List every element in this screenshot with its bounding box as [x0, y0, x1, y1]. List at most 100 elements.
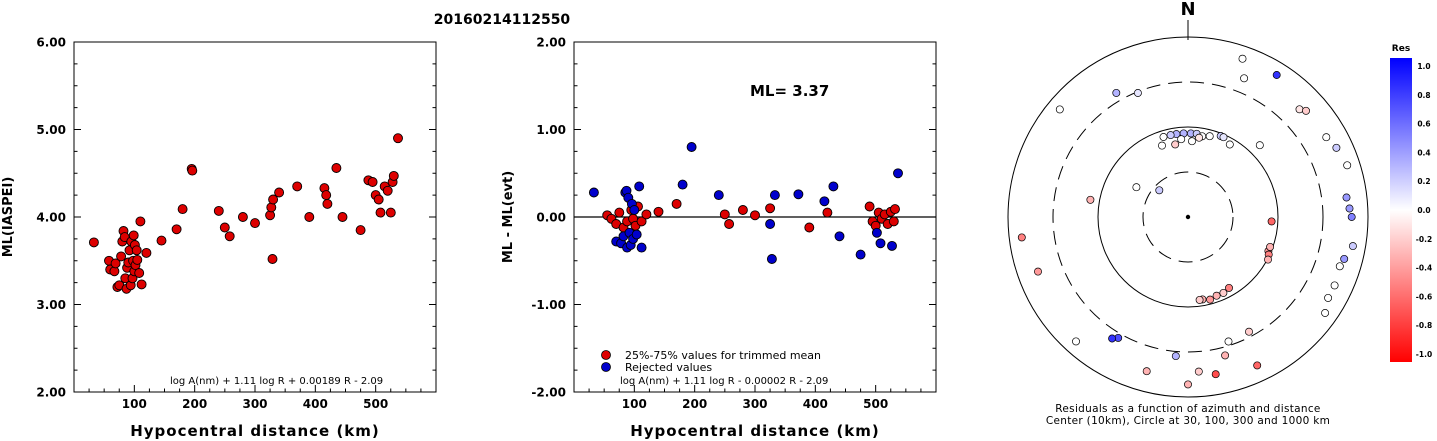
chart1-point-series0 — [388, 170, 399, 181]
chart2-point-series0 — [750, 210, 760, 221]
chart1-xlabel: Hypocentral distance (km) — [130, 422, 380, 440]
chart1-ylabel: ML(IASPEI) — [1, 177, 16, 258]
station-marker — [1219, 288, 1228, 297]
station-marker — [1225, 283, 1233, 292]
station-marker — [1255, 141, 1264, 150]
chart1-point-series0 — [219, 222, 230, 233]
chart1-ticks: 100 200 300 400 500 2.00 3.00 4.00 5.00 6.00 — [36, 36, 436, 411]
chart2-point-series1 — [634, 181, 645, 192]
chart1-point-series0 — [224, 231, 235, 242]
chart1-xtick-label: 100 — [122, 397, 147, 411]
chart2-point-series1 — [677, 179, 688, 190]
station-marker — [1211, 370, 1220, 379]
chart1-xtick-label: 200 — [182, 397, 207, 411]
chart2-ticks: 100 200 300 400 500 -2.00 -1.00 0.00 1.00 2.00 — [531, 36, 936, 411]
chart1-ytick-label: 4.00 — [36, 211, 66, 225]
polar-stations — [1017, 54, 1357, 389]
colorbar-tick-label: -0.2 — [1416, 235, 1432, 244]
chart1-point-series0 — [116, 251, 127, 262]
ring-outer — [1007, 36, 1369, 398]
station-marker — [1055, 105, 1064, 114]
station-marker — [1132, 183, 1141, 192]
chart2-point-series0 — [804, 222, 815, 233]
chart1-point-series0 — [187, 165, 198, 176]
station-marker — [1195, 133, 1204, 142]
chart1-point-series0 — [355, 225, 366, 236]
chart1-point-series0 — [88, 237, 99, 248]
chart1-point-series0 — [132, 254, 143, 265]
chart1-xtick-label: 500 — [363, 397, 388, 411]
chart2-ytick-label: 1.00 — [536, 123, 566, 137]
chart1-point-series0 — [136, 279, 147, 290]
chart1-points — [88, 133, 403, 294]
station-marker — [1264, 255, 1272, 264]
station-marker — [1158, 141, 1166, 150]
chart1-ytick-label: 2.00 — [36, 386, 66, 400]
chart1-ytick-label: 5.00 — [36, 123, 66, 137]
station-marker — [1212, 291, 1221, 300]
chart1-xtick-label: 300 — [242, 397, 267, 411]
north-label: N — [1180, 0, 1195, 20]
chart2-point-series0 — [864, 201, 875, 212]
chart2-point-series0 — [614, 207, 625, 218]
chart2-ytick-label: -2.00 — [531, 386, 566, 400]
colorbar-tick-label: 0.2 — [1417, 177, 1430, 186]
chart1-point-series0 — [367, 177, 378, 187]
station-marker — [1108, 334, 1117, 343]
colorbar-tick-label: -0.4 — [1416, 264, 1432, 273]
chart1-xtick-label: 400 — [303, 397, 328, 411]
chart1-point-series0 — [393, 133, 403, 144]
station-marker — [1343, 161, 1352, 170]
chart2-point-series0 — [890, 204, 900, 215]
chart2-ytick-label: 0.00 — [536, 211, 566, 225]
chart2-formula: log A(nm) + 1.11 log R - 0.00002 R - 2.0… — [620, 376, 828, 387]
chart2-point-series1 — [766, 254, 777, 264]
station-marker — [1166, 131, 1175, 140]
chart1-point-series0 — [274, 187, 285, 198]
chart2-ytick-label: 2.00 — [536, 36, 566, 50]
chart2-xlabel: Hypocentral distance (km) — [630, 422, 880, 440]
station-marker — [1188, 137, 1196, 146]
station-marker — [1221, 351, 1230, 360]
station-marker — [1159, 133, 1168, 141]
chart-polar-residuals: N Residuals as a function of azimuth and… — [1007, 0, 1432, 427]
chart1-point-series0 — [134, 268, 145, 278]
chart2-point-series1 — [769, 190, 780, 201]
station-marker — [1348, 242, 1357, 251]
chart2-xtick-label: 200 — [682, 397, 707, 411]
ring-100 — [1097, 126, 1279, 308]
colorbar-tick-label: 1.0 — [1417, 62, 1430, 71]
chart2-point-series0 — [724, 219, 735, 229]
chart1-point-series0 — [321, 190, 332, 201]
chart2-point-series1 — [765, 219, 776, 229]
colorbar-tick-label: -0.8 — [1416, 321, 1432, 330]
station-marker — [1322, 133, 1331, 142]
polar-caption-1: Residuals as a function of azimuth and d… — [1055, 403, 1320, 415]
chart2-point-series0 — [719, 209, 730, 220]
colorbar-tick-label: -0.6 — [1416, 292, 1432, 301]
chart2-xtick-label: 400 — [803, 397, 828, 411]
colorbar-tick-label: 0.0 — [1417, 206, 1430, 215]
chart1-point-series0 — [171, 224, 182, 235]
chart1-point-series0 — [131, 245, 142, 256]
station-marker — [1335, 262, 1344, 271]
chart2-point-series0 — [653, 206, 664, 217]
chart1-point-series0 — [177, 204, 188, 215]
station-marker — [1133, 89, 1142, 97]
station-marker — [1017, 233, 1026, 242]
colorbar-tick-label: -1.0 — [1416, 350, 1432, 359]
chart2-point-series1 — [588, 187, 599, 198]
station-marker — [1324, 293, 1333, 302]
chart1-point-series0 — [375, 207, 386, 218]
station-marker — [1266, 242, 1275, 251]
chart1-point-series0 — [322, 198, 333, 209]
chart2-legend-marker-rejected — [601, 362, 611, 372]
chart2-point-series1 — [871, 227, 882, 238]
chart1-point-series0 — [385, 207, 396, 218]
station-marker — [1194, 367, 1203, 376]
chart2-legend-marker-trimmed — [601, 350, 611, 360]
station-marker — [1332, 143, 1341, 152]
chart2-point-series0 — [765, 203, 776, 214]
station-marker — [1340, 254, 1349, 263]
